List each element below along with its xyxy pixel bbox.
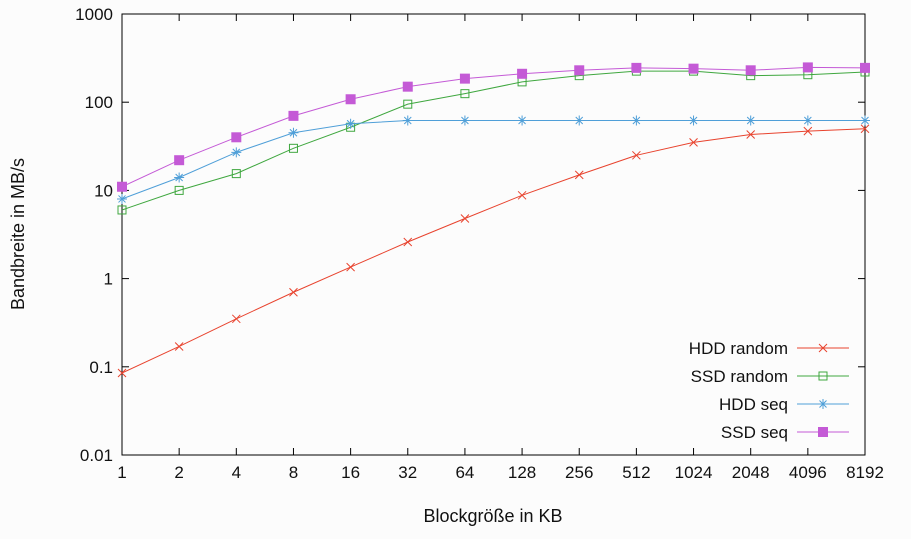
asterisk-marker-icon — [802, 115, 813, 126]
series-hdd-random — [117, 124, 870, 378]
y-axis-ticks: 0.01 0.1 1 10 100 1000 — [75, 5, 865, 465]
legend-label: SSD random — [691, 367, 788, 386]
asterisk-marker-icon — [745, 115, 756, 126]
x-tick-label: 4 — [232, 463, 241, 482]
filled-square-marker-icon — [802, 62, 813, 73]
filled-square-marker-icon — [402, 81, 413, 92]
y-tick-label: 1000 — [75, 5, 113, 24]
filled-square-marker-icon — [631, 62, 642, 73]
filled-square-marker-icon — [688, 63, 699, 74]
filled-square-marker-icon — [818, 427, 828, 437]
asterisk-marker-icon — [345, 118, 356, 129]
x-tick-label: 256 — [565, 463, 593, 482]
x-tick-label: 8 — [289, 463, 298, 482]
asterisk-marker-icon — [402, 115, 413, 126]
asterisk-marker-icon — [459, 115, 470, 126]
open-square-marker-icon — [403, 99, 413, 109]
x-tick-label: 8192 — [846, 463, 884, 482]
filled-square-marker-icon — [860, 62, 870, 73]
filled-square-marker-icon — [174, 155, 185, 166]
x-tick-label: 2 — [174, 463, 183, 482]
filled-square-marker-icon — [517, 68, 528, 79]
open-square-marker-icon — [460, 89, 470, 99]
x-marker-icon — [746, 130, 756, 139]
asterisk-marker-icon — [117, 193, 127, 204]
legend: HDD random SSD random HDD seq SSD seq — [689, 339, 849, 442]
x-tick-label: 1024 — [675, 463, 713, 482]
x-marker-icon — [460, 214, 470, 223]
x-tick-label: 4096 — [789, 463, 827, 482]
x-tick-label: 16 — [341, 463, 360, 482]
legend-label: HDD seq — [719, 395, 788, 414]
asterisk-marker-icon — [688, 115, 699, 126]
plot-border — [121, 13, 866, 456]
open-square-marker-icon — [231, 169, 241, 179]
x-marker-icon — [289, 287, 298, 297]
x-marker-icon — [574, 170, 584, 180]
x-marker-icon — [860, 124, 870, 134]
x-tick-label: 512 — [622, 463, 650, 482]
asterisk-marker-icon — [174, 172, 185, 183]
asterisk-marker-icon — [574, 115, 585, 126]
asterisk-marker-icon — [231, 147, 242, 158]
y-tick-label: 100 — [85, 93, 113, 112]
filled-square-marker-icon — [745, 65, 756, 76]
x-tick-label: 128 — [508, 463, 536, 482]
open-square-marker-icon — [117, 205, 127, 215]
y-tick-label: 0.1 — [89, 358, 113, 377]
filled-square-marker-icon — [574, 65, 585, 76]
filled-square-marker-icon — [288, 110, 299, 121]
open-square-marker-icon — [288, 143, 298, 153]
x-marker-icon — [803, 126, 813, 136]
x-marker-icon — [632, 150, 641, 160]
x-tick-label: 64 — [455, 463, 474, 482]
asterisk-marker-icon — [860, 115, 870, 126]
asterisk-marker-icon — [288, 127, 299, 138]
x-marker-icon — [174, 342, 184, 351]
y-tick-label: 1 — [104, 270, 113, 289]
x-marker-icon — [818, 343, 828, 353]
x-marker-icon — [517, 190, 527, 200]
series-ssd-seq — [117, 62, 870, 192]
open-square-marker-icon — [174, 185, 184, 195]
x-axis-title: Blockgröße in KB — [423, 506, 562, 526]
y-axis-title: Bandbreite in MB/s — [8, 158, 28, 310]
y-tick-label: 10 — [94, 181, 113, 200]
asterisk-marker-icon — [517, 115, 528, 126]
x-marker-icon — [403, 237, 413, 247]
series-ssd-random — [117, 66, 870, 215]
x-marker-icon — [346, 262, 355, 272]
asterisk-marker-icon — [818, 399, 828, 409]
open-square-marker-icon — [818, 371, 828, 381]
x-tick-label: 32 — [398, 463, 417, 482]
y-tick-label: 0.01 — [80, 446, 113, 465]
filled-square-marker-icon — [117, 181, 127, 192]
x-tick-label: 1 — [117, 463, 126, 482]
filled-square-marker-icon — [459, 73, 470, 84]
x-tick-label: 2048 — [732, 463, 770, 482]
x-axis-ticks: 1 2 4 8 16 32 64 128 256 512 1024 2048 4096 8192 — [117, 14, 884, 482]
x-marker-icon — [117, 368, 127, 378]
filled-square-marker-icon — [345, 94, 356, 105]
asterisk-marker-icon — [631, 115, 642, 126]
legend-label: HDD random — [689, 339, 788, 358]
filled-square-marker-icon — [231, 132, 242, 143]
x-marker-icon — [231, 314, 241, 324]
x-marker-icon — [689, 138, 698, 147]
legend-label: SSD seq — [721, 423, 788, 442]
series-hdd-seq — [117, 115, 870, 204]
